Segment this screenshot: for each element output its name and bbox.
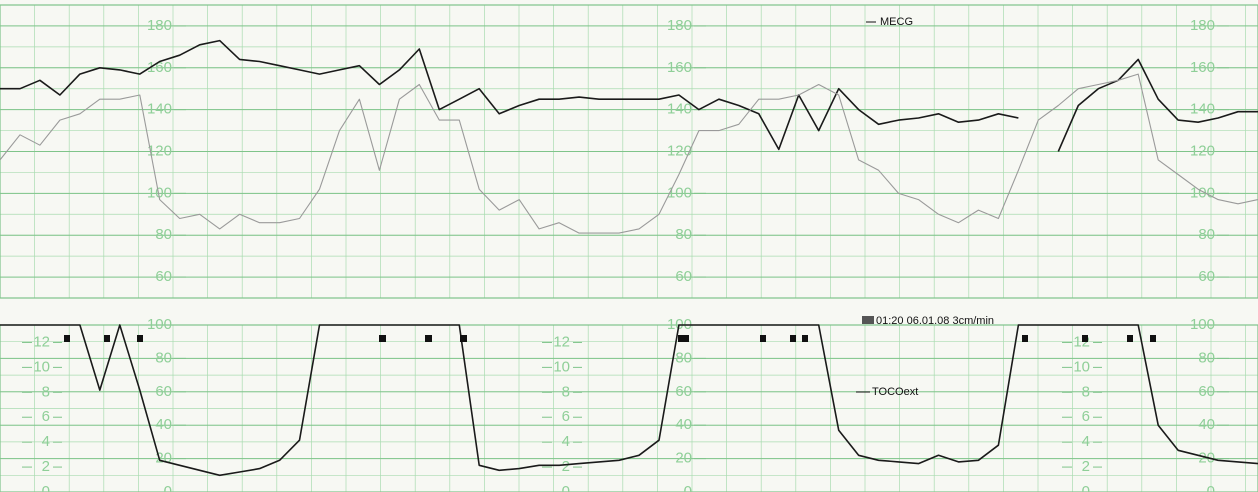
y-tick-label: 60 [675,268,692,285]
y-tick-label: 40 [675,416,692,433]
event-marker [1022,335,1028,342]
y-tick-label: 160 [147,59,172,76]
y2-tick-label: 8 [1082,383,1090,400]
y-tick-label: 120 [1190,142,1215,159]
y-tick-label: 60 [675,383,692,400]
panel-border [0,4,1258,299]
y2-tick-label: 2 [1082,458,1090,475]
y2-tick-label: 0 [1082,483,1090,492]
y2-tick-label: 10 [33,358,50,375]
trace [0,324,1258,477]
y-tick-label: 0 [1207,483,1215,492]
y-tick-label: 160 [667,59,692,76]
y-tick-label: 0 [164,483,172,492]
event-marker [425,335,432,342]
y2-tick-label: 4 [1082,433,1090,450]
event-marker [790,335,796,342]
y2-tick-label: 6 [42,408,50,425]
event-marker [64,335,70,342]
y-tick-label: 80 [155,226,172,243]
y-tick-label: 120 [667,142,692,159]
y-tick-label: 80 [675,226,692,243]
y-tick-label: 60 [1198,383,1215,400]
y2-tick-label: 2 [562,458,570,475]
legend-label: TOCOext [872,386,918,398]
y-tick-label: 140 [1190,101,1215,118]
y2-tick-label: 10 [553,358,570,375]
y2-tick-label: 0 [562,483,570,492]
y-tick-label: 80 [1198,226,1215,243]
y-tick-label: 0 [684,483,692,492]
y2-tick-label: 0 [42,483,50,492]
y2-tick-label: 12 [33,333,50,350]
y-tick-label: 40 [155,416,172,433]
trace [0,73,1258,234]
y-tick-label: 140 [667,101,692,118]
y2-tick-label: 6 [562,408,570,425]
y-tick-label: 80 [155,349,172,366]
y-tick-label: 100 [147,316,172,333]
y-tick-label: 120 [147,142,172,159]
y2-tick-label: 2 [42,458,50,475]
y-tick-label: 180 [1190,17,1215,34]
event-markers [64,335,1156,342]
y-tick-label: 140 [147,101,172,118]
y-tick-label: 160 [1190,59,1215,76]
y-tick-label: 80 [1198,349,1215,366]
event-marker [137,335,143,342]
y-tick-label: 180 [147,17,172,34]
y2-tick-label: 4 [562,433,570,450]
y2-tick-label: 10 [1073,358,1090,375]
y2-tick-label: 8 [562,383,570,400]
trace [0,39,1258,152]
y-tick-label: 60 [155,383,172,400]
marks [0,39,1258,477]
event-marker [1150,335,1156,342]
y-tick-label: 100 [667,184,692,201]
y-tick-label: 100 [147,184,172,201]
y-tick-label: 40 [1198,416,1215,433]
y-tick-label: 60 [155,268,172,285]
y2-tick-label: 6 [1082,408,1090,425]
event-marker [460,335,467,342]
event-marker [678,335,689,342]
y-tick-label: 60 [1198,268,1215,285]
y2-tick-label: 12 [553,333,570,350]
event-marker [379,335,386,342]
y-tick-label: 180 [667,17,692,34]
event-marker [802,335,808,342]
y2-tick-label: 8 [42,383,50,400]
y-tick-label: 100 [1190,316,1215,333]
y-tick-label: 80 [675,349,692,366]
y2-tick-label: 4 [42,433,50,450]
event-marker [760,335,766,342]
event-marker [1127,335,1133,342]
printer-icon [862,316,874,324]
annotation: 01:20 06.01.08 3cm/min [876,315,994,327]
y-tick-label: 100 [1190,184,1215,201]
event-marker [104,335,110,342]
legend-label: MECG [880,16,913,28]
event-marker [1082,335,1088,342]
y-tick-label: 20 [675,450,692,467]
